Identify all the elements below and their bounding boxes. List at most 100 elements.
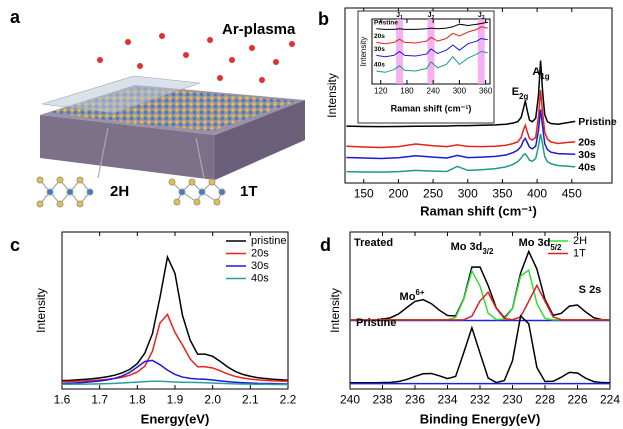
x-tick-label: 180 — [400, 87, 414, 96]
ion — [137, 63, 143, 69]
legend-label: 1T — [573, 247, 586, 259]
annotation-part: 3/2 — [482, 247, 494, 256]
legend-label: 30s — [251, 260, 269, 272]
arrow — [97, 127, 109, 179]
series-line — [376, 26, 488, 45]
x-axis-label: Raman shift (cm⁻¹) — [420, 203, 537, 218]
phase-label: 1T — [240, 183, 258, 200]
atom — [193, 198, 201, 206]
x-tick-label: 2.0 — [204, 393, 221, 407]
annotation: E2g — [512, 86, 529, 101]
ion — [249, 45, 255, 51]
series-line — [350, 268, 610, 321]
band — [427, 19, 435, 84]
lattice-1t — [120, 93, 298, 131]
atom — [173, 198, 181, 206]
x-tick-label: 300 — [458, 187, 478, 201]
panel-label: b — [318, 9, 329, 29]
annotation: A1g — [532, 66, 549, 81]
band-label-part: J — [428, 12, 432, 19]
annotation-part: E — [512, 86, 519, 98]
legend-label: 40s — [251, 272, 269, 284]
x-tick-label: 234 — [437, 393, 457, 407]
series-label: Pristine — [578, 116, 617, 128]
atom — [36, 200, 44, 208]
ion — [217, 75, 223, 81]
x-axis-label: Binding Energy(eV) — [420, 411, 541, 426]
series-label: 20s — [374, 33, 385, 40]
panel-label: a — [10, 7, 21, 27]
x-axis-label: Raman shift (cm⁻¹) — [391, 103, 472, 113]
annotation-part: 6+ — [415, 288, 424, 297]
x-tick-label: 240 — [340, 393, 360, 407]
x-tick-label: 200 — [388, 187, 408, 201]
illustration: a Ar-plasma 2H 1T — [10, 7, 305, 208]
x-tick-label: 250 — [423, 187, 443, 201]
series-line — [346, 109, 576, 160]
x-tick-label: 236 — [405, 393, 425, 407]
panel-label: d — [320, 235, 331, 255]
series-line — [346, 60, 576, 128]
series-line — [62, 380, 288, 386]
series-line — [346, 90, 576, 149]
band-label-part: 1 — [400, 15, 403, 21]
series-line — [350, 314, 611, 384]
series-label: 40s — [374, 62, 385, 69]
atom — [56, 176, 64, 184]
x-axis-label: Energy(eV) — [141, 411, 210, 426]
atom — [76, 176, 84, 184]
ion — [207, 37, 213, 43]
atom — [86, 188, 94, 196]
x-tick-label: 230 — [502, 393, 522, 407]
plot-frame — [344, 7, 613, 184]
ar-ions — [97, 33, 295, 83]
series-label: Pristine — [374, 19, 398, 26]
band-label-part: 3 — [482, 15, 485, 21]
x-tick-label: 350 — [492, 187, 512, 201]
series-label: 30s — [578, 149, 596, 161]
ion — [159, 33, 165, 39]
annotation-part: Pristine — [356, 317, 396, 329]
x-tick-label: 2.2 — [280, 393, 297, 407]
structure-1t — [168, 178, 226, 206]
annotation-part: 1g — [540, 72, 549, 81]
annotation-part: Mo — [400, 291, 416, 303]
band-label-part: 2 — [432, 15, 435, 21]
phase-label: 2H — [110, 183, 129, 200]
atom — [178, 188, 186, 196]
inset-background — [357, 10, 495, 124]
x-tick-label: 224 — [600, 393, 620, 407]
y-axis-label: Intensity — [359, 37, 368, 67]
x-tick-label: 1.7 — [91, 393, 108, 407]
annotation-part: Mo 3d — [519, 237, 551, 249]
atom — [36, 176, 44, 184]
x-tick-label: 232 — [470, 393, 490, 407]
sheet — [41, 75, 201, 114]
atom — [76, 200, 84, 208]
atom — [208, 178, 216, 186]
arrow — [195, 137, 205, 179]
structure-2h — [36, 176, 94, 208]
panel-label: c — [10, 235, 20, 255]
y-axis-label: Intensity — [328, 288, 342, 333]
atom — [213, 198, 221, 206]
annotation-part: A — [532, 66, 540, 78]
ion — [183, 52, 189, 58]
atom — [46, 188, 54, 196]
series-line — [61, 313, 289, 383]
legend-label: pristine — [251, 235, 286, 247]
atom — [218, 188, 226, 196]
x-tick-label: 228 — [535, 393, 555, 407]
band-label: J1 — [396, 12, 403, 21]
x-tick-label: 450 — [562, 187, 582, 201]
x-tick-label: 226 — [567, 393, 587, 407]
x-tick-label: 1.8 — [129, 393, 146, 407]
plot-frame — [349, 231, 611, 390]
band-label: J2 — [428, 12, 435, 21]
series-line — [376, 37, 488, 58]
series-label: 40s — [578, 162, 596, 174]
series-label: 30s — [374, 46, 385, 53]
band-label-part: J — [396, 12, 400, 19]
